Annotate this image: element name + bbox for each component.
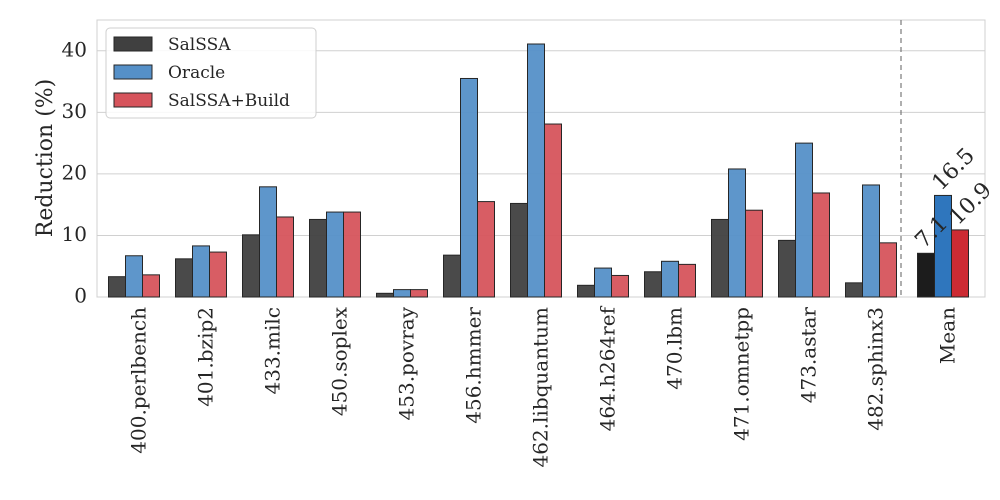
legend: SalSSA Oracle SalSSA+Build	[105, 27, 317, 119]
x-tick-label: 464.h264ref	[596, 305, 620, 431]
x-tick-label: 456.hmmer	[462, 307, 486, 424]
legend-label-oracle: Oracle	[168, 63, 225, 83]
bar-salssa-build-456-hmmer	[477, 201, 495, 298]
legend-swatch-salssa-build	[113, 92, 153, 108]
bar-salssa-453-povray	[376, 292, 394, 298]
x-tick-label: 482.sphinx3	[864, 307, 888, 431]
bar-oracle-453-povray	[393, 289, 411, 298]
bar-salssa-433-milc	[242, 234, 260, 298]
bar-salssa-464-h264ref	[577, 284, 595, 298]
bar-oracle-473-astar	[795, 142, 813, 298]
bar-salssa-build-450-soplex	[343, 211, 361, 298]
bar-oracle-400-perlbench	[125, 255, 143, 298]
bar-salssa-build-401-bzip2	[209, 251, 227, 298]
bar-oracle-456-hmmer	[460, 77, 478, 298]
legend-label-salssa-build: SalSSA+Build	[168, 91, 290, 111]
x-tick-label: Mean	[936, 307, 960, 364]
bar-salssa-482-sphinx3	[845, 282, 863, 298]
bar-salssa-build-400-perlbench	[142, 274, 160, 298]
bar-salssa-mean	[917, 252, 935, 298]
x-tick-label: 453.povray	[395, 306, 419, 420]
legend-box	[105, 27, 317, 119]
bar-oracle-464-h264ref	[594, 267, 612, 298]
x-tick-label: 450.soplex	[328, 306, 352, 416]
bar-salssa-build-462-libquantum	[544, 123, 562, 298]
bar-salssa-build-464-h264ref	[611, 274, 629, 298]
y-tick-label: 10	[62, 222, 87, 246]
x-tick-label: 433.milc	[261, 307, 285, 395]
x-tick-label: 401.bzip2	[194, 307, 218, 407]
bar-oracle-482-sphinx3	[862, 184, 880, 298]
legend-label-salssa: SalSSA	[168, 35, 231, 55]
y-tick-labels: 0 10 20 30 40	[62, 37, 87, 307]
y-axis-label: Reduction (%)	[33, 79, 58, 238]
bar-salssa-build-471-omnetpp	[745, 209, 763, 298]
bar-oracle-471-omnetpp	[728, 168, 746, 298]
legend-swatch-salssa	[113, 36, 153, 52]
bar-salssa-473-astar	[778, 239, 796, 298]
bar-salssa-456-hmmer	[443, 254, 461, 298]
legend-swatch-oracle	[113, 64, 153, 80]
bar-salssa-build-482-sphinx3	[879, 242, 897, 298]
bar-salssa-401-bzip2	[175, 258, 193, 298]
y-tick-label: 0	[74, 284, 87, 308]
bar-oracle-433-milc	[259, 186, 277, 298]
bar-salssa-build-470-lbm	[678, 263, 696, 298]
bar-salssa-471-omnetpp	[711, 218, 729, 298]
bar-oracle-462-libquantum	[527, 43, 545, 298]
bar-salssa-462-libquantum	[510, 202, 528, 298]
bar-salssa-400-perlbench	[108, 276, 126, 298]
bar-salssa-build-433-milc	[276, 216, 294, 298]
bar-salssa-build-473-astar	[812, 192, 830, 298]
bar-salssa-470-lbm	[644, 271, 662, 298]
y-tick-label: 20	[62, 160, 87, 184]
x-tick-label: 471.omnetpp	[730, 307, 754, 441]
bars	[108, 43, 969, 298]
y-tick-label: 30	[62, 99, 87, 123]
y-tick-label: 40	[62, 37, 87, 61]
bar-oracle-470-lbm	[661, 260, 679, 298]
bar-oracle-401-bzip2	[192, 245, 210, 298]
x-tick-label: 462.libquantum	[529, 307, 553, 468]
x-tick-labels: 400.perlbench 401.bzip2 433.milc 450.soplex…	[127, 305, 960, 467]
x-tick-label: 470.lbm	[663, 307, 687, 390]
bar-salssa-450-soplex	[309, 218, 327, 298]
bar-salssa-build-453-povray	[410, 289, 428, 298]
bar-salssa-build-mean	[951, 229, 969, 298]
x-tick-label: 400.perlbench	[127, 307, 151, 454]
bar-oracle-450-soplex	[326, 211, 344, 298]
x-tick-label: 473.astar	[797, 307, 821, 404]
